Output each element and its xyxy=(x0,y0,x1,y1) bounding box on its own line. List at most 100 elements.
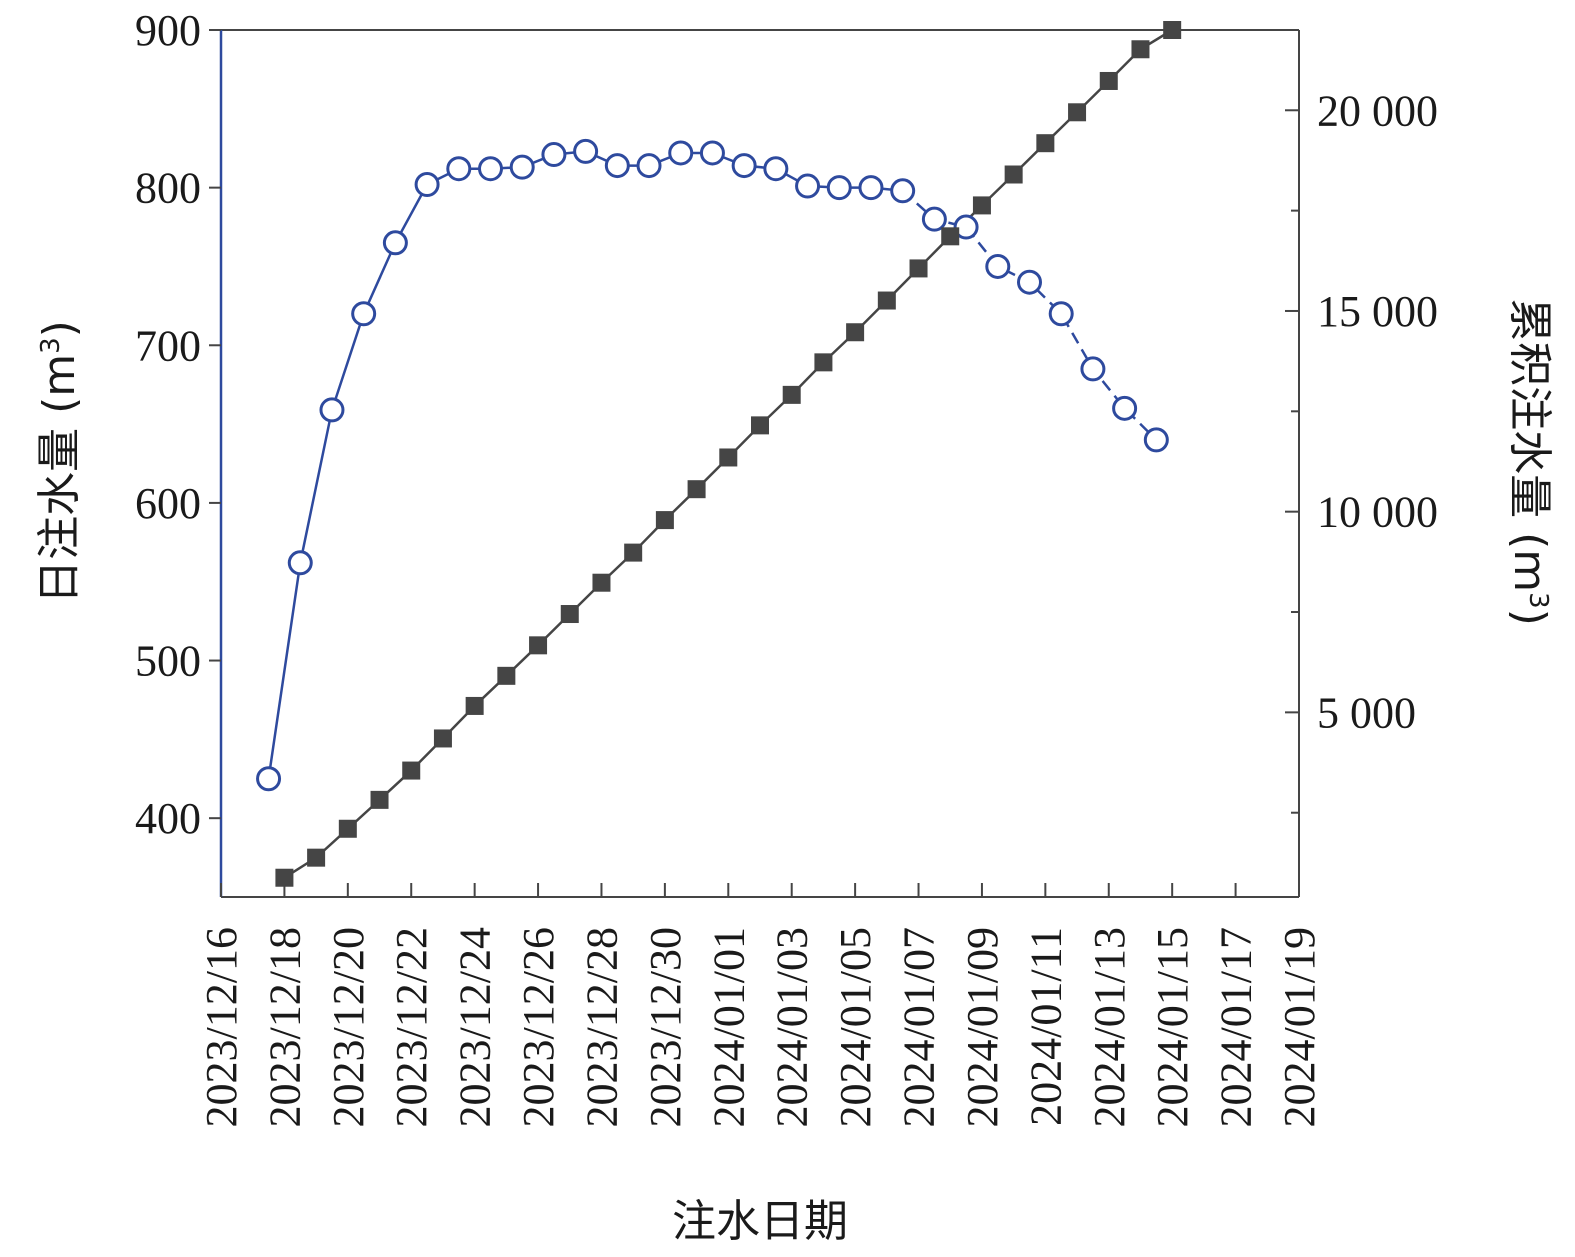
daily-injection-point xyxy=(953,214,979,240)
left-y-tick-label: 400 xyxy=(135,794,201,843)
cumulative-injection-point xyxy=(814,353,833,372)
x-tick-label: 2024/01/09 xyxy=(958,927,1007,1127)
cumulative-injection-point xyxy=(877,291,896,310)
x-tick-label: 2023/12/20 xyxy=(324,927,373,1127)
left-y-tick-label: 500 xyxy=(135,637,201,686)
left-y-axis-title: 日注水量 (m3) xyxy=(34,320,85,604)
daily-injection-point xyxy=(351,301,377,327)
x-tick-label: 2024/01/15 xyxy=(1148,927,1197,1127)
cumulative-injection-point xyxy=(972,196,991,215)
daily-injection-line xyxy=(267,150,903,779)
plot-frame xyxy=(219,29,1300,898)
daily-injection-point xyxy=(763,156,789,182)
x-axis-ticks: 2023/12/16 2023/12/18 2023/12/20 2023/12/22… xyxy=(197,883,1324,1127)
left-y-axis-title-close: ) xyxy=(34,320,85,337)
x-tick-label: 2024/01/05 xyxy=(831,927,880,1127)
cumulative-injection-point xyxy=(1163,21,1182,39)
cumulative-injection-point xyxy=(497,666,516,685)
cumulative-injection-point xyxy=(1131,40,1150,59)
daily-injection-point xyxy=(985,253,1011,279)
daily-injection-point xyxy=(478,156,503,182)
cumulative-injection-point xyxy=(307,848,326,867)
x-tick-label: 2023/12/16 xyxy=(197,927,246,1127)
x-tick-label: 2023/12/24 xyxy=(451,927,500,1127)
daily-injection-point xyxy=(382,230,408,256)
cumulative-injection-point xyxy=(402,761,421,780)
cumulative-injection-point xyxy=(433,729,452,748)
cumulative-injection-point xyxy=(338,819,357,838)
cumulative-injection-point xyxy=(846,323,865,342)
daily-injection-point xyxy=(795,173,821,199)
left-y-tick-label: 900 xyxy=(135,6,201,55)
daily-injection-point xyxy=(636,153,662,179)
right-y-tick-label: 20 000 xyxy=(1317,86,1438,135)
series-marks xyxy=(256,21,1182,887)
right-axis-ticks: 5 000 10 000 15 000 20 000 xyxy=(1285,86,1438,814)
right-y-tick-label: 15 000 xyxy=(1317,287,1438,336)
cumulative-injection-point xyxy=(1099,71,1118,90)
daily-injection-point xyxy=(256,766,282,792)
x-tick-label: 2023/12/26 xyxy=(514,927,563,1127)
cumulative-injection-point xyxy=(655,511,674,530)
right-y-axis-title-sup: 3 xyxy=(1523,592,1553,609)
cumulative-injection-point xyxy=(782,385,801,404)
right-y-axis-title-text: 累积注水量 (m xyxy=(1504,298,1555,592)
daily-injection-point xyxy=(826,175,852,201)
cumulative-injection-point xyxy=(751,416,769,435)
x-tick-label: 2024/01/19 xyxy=(1275,927,1324,1127)
x-tick-label: 2023/12/30 xyxy=(641,927,690,1127)
daily-injection-point xyxy=(731,153,757,179)
daily-injection-point xyxy=(509,154,535,180)
cumulative-injection-point xyxy=(560,605,579,624)
right-y-axis-title: 累积注水量 (m3) xyxy=(1504,298,1555,626)
daily-injection-point xyxy=(414,171,440,197)
cumulative-injection-point xyxy=(592,573,611,592)
cumulative-injection-point xyxy=(624,543,643,562)
x-tick-label: 2023/12/28 xyxy=(577,927,626,1127)
daily-injection-point xyxy=(541,142,567,168)
daily-injection-point xyxy=(1143,427,1169,453)
cumulative-injection-point xyxy=(1036,134,1055,153)
left-y-tick-label: 700 xyxy=(135,321,201,370)
x-tick-label: 2023/12/18 xyxy=(260,927,309,1127)
daily-injection-point xyxy=(319,397,345,423)
daily-injection-point xyxy=(573,138,599,164)
cumulative-injection-point xyxy=(909,259,928,278)
cumulative-injection-point xyxy=(687,480,706,499)
daily-injection-point xyxy=(668,140,694,166)
daily-injection-point xyxy=(1080,356,1106,382)
x-tick-label: 2024/01/03 xyxy=(768,927,817,1127)
x-tick-label: 2024/01/17 xyxy=(1212,927,1261,1127)
cumulative-injection-point xyxy=(719,448,738,467)
x-tick-label: 2024/01/01 xyxy=(704,927,753,1127)
left-y-axis-title-sup: 3 xyxy=(36,337,66,354)
daily-injection-point xyxy=(1112,395,1138,421)
daily-injection-point xyxy=(858,175,884,201)
daily-injection-point xyxy=(446,156,472,182)
daily-injection-point xyxy=(1017,269,1042,295)
x-tick-label: 2023/12/22 xyxy=(387,927,436,1127)
cumulative-injection-point xyxy=(370,790,389,809)
cumulative-injection-point xyxy=(1068,103,1087,122)
cumulative-injection-point xyxy=(1004,165,1023,184)
x-tick-label: 2024/01/13 xyxy=(1085,927,1134,1127)
daily-injection-point xyxy=(287,550,313,576)
cumulative-injection-point xyxy=(275,868,294,887)
left-y-tick-label: 800 xyxy=(135,164,201,213)
daily-injection-point xyxy=(1048,301,1074,327)
cumulative-injection-point xyxy=(941,227,960,246)
x-axis-title: 注水日期 xyxy=(672,1196,848,1247)
right-y-tick-label: 5 000 xyxy=(1317,688,1416,737)
right-y-tick-label: 10 000 xyxy=(1317,488,1438,537)
daily-injection-point xyxy=(921,206,947,232)
right-y-axis-title-close: ) xyxy=(1504,609,1555,626)
left-y-tick-label: 600 xyxy=(135,479,201,528)
x-tick-label: 2024/01/07 xyxy=(895,927,944,1127)
cumulative-injection-point xyxy=(465,696,484,715)
daily-injection-point xyxy=(890,178,916,204)
left-y-axis-title-text: 日注水量 (m xyxy=(34,354,85,604)
daily-injection-point xyxy=(699,140,725,166)
x-tick-label: 2024/01/11 xyxy=(1021,927,1070,1126)
daily-injection-point xyxy=(604,153,630,179)
